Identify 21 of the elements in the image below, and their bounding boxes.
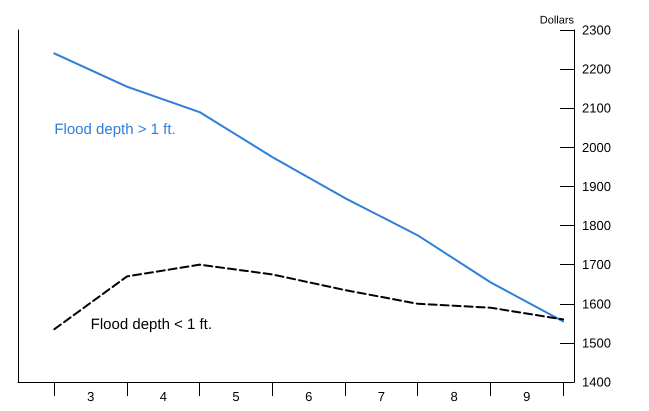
series-label: Flood depth < 1 ft. xyxy=(90,316,212,334)
y-tick-label: 1400 xyxy=(582,374,611,390)
x-tick-label: 9 xyxy=(523,389,530,404)
y-tick-label: 2300 xyxy=(582,22,611,38)
x-tick-label: 8 xyxy=(450,389,458,404)
x-tick-label: 7 xyxy=(378,389,386,404)
y-tick-label: 2200 xyxy=(582,62,611,77)
x-tick-label: 5 xyxy=(232,389,240,404)
y-tick-label: 1800 xyxy=(582,218,611,234)
y-axis-title: Dollars xyxy=(540,14,574,26)
x-tick-label: 4 xyxy=(160,389,167,404)
y-tick-label: 2000 xyxy=(582,140,611,155)
line-series xyxy=(53,264,564,330)
y-tick-label: 1500 xyxy=(582,335,611,350)
y-tick-label: 1600 xyxy=(582,296,611,312)
x-tick-label: 6 xyxy=(305,389,312,404)
x-tick-label: 3 xyxy=(87,389,94,404)
series-label: Flood depth > 1 ft. xyxy=(54,121,176,138)
y-tick-label: 1900 xyxy=(582,178,611,194)
y-tick-label: 2100 xyxy=(582,100,611,116)
y-tick-label: 1700 xyxy=(582,257,611,272)
